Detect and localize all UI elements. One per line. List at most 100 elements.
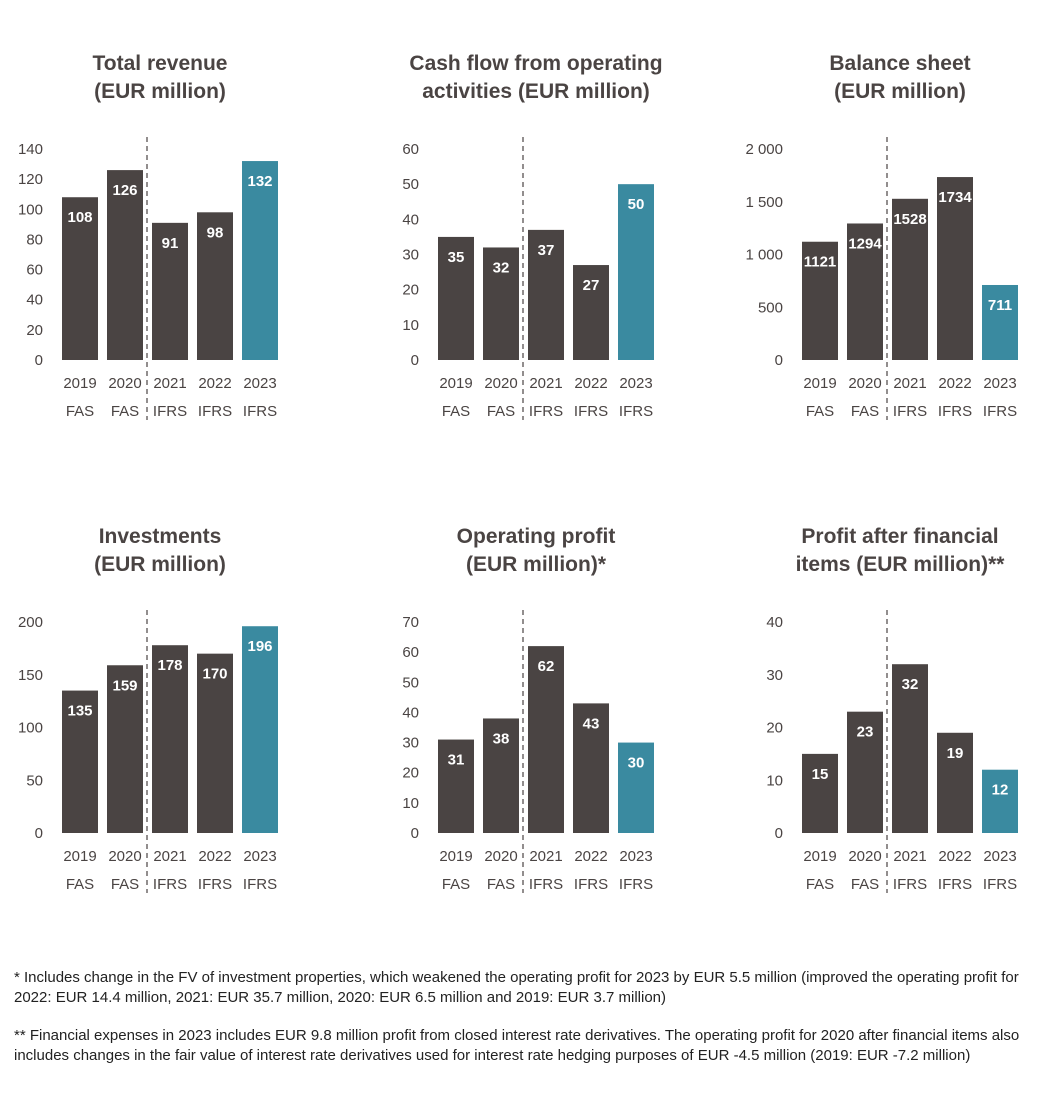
accounting-basis-label: IFRS bbox=[198, 403, 232, 420]
data-label: 1734 bbox=[938, 189, 972, 206]
data-label: 35 bbox=[448, 249, 465, 266]
data-label: 108 bbox=[67, 209, 92, 226]
accounting-basis-label: IFRS bbox=[893, 403, 927, 420]
bar-2020 bbox=[107, 170, 143, 360]
y-tick-label: 140 bbox=[18, 141, 43, 158]
accounting-basis-label: FAS bbox=[806, 403, 834, 420]
bar-2019 bbox=[802, 753, 838, 833]
accounting-basis-label: IFRS bbox=[619, 876, 653, 893]
x-tick-label: 2022 bbox=[198, 848, 231, 865]
data-label: 12 bbox=[992, 782, 1009, 799]
chart-4: Investments (EUR million) 0 50 100 150 200 135 2… bbox=[18, 525, 278, 893]
x-tick-label: 2023 bbox=[619, 375, 652, 392]
x-tick-label: 2021 bbox=[529, 848, 562, 865]
y-tick-label: 0 bbox=[775, 825, 783, 842]
accounting-basis-label: FAS bbox=[487, 876, 515, 893]
accounting-basis-label: FAS bbox=[806, 876, 834, 893]
x-tick-label: 2022 bbox=[938, 848, 971, 865]
y-tick-label: 50 bbox=[402, 674, 419, 691]
y-tick-label: 200 bbox=[18, 614, 43, 631]
bar-2020 bbox=[847, 711, 883, 833]
data-label: 32 bbox=[902, 676, 919, 693]
y-tick-label: 80 bbox=[26, 231, 43, 248]
bar-2023 bbox=[242, 161, 278, 360]
chart-title: items (EUR million)** bbox=[796, 553, 1006, 576]
data-label: 159 bbox=[112, 677, 137, 694]
chart-title: (EUR million) bbox=[94, 553, 226, 576]
accounting-basis-label: IFRS bbox=[529, 403, 563, 420]
bar-2019 bbox=[62, 197, 98, 360]
data-label: 37 bbox=[538, 242, 555, 259]
data-label: 135 bbox=[67, 703, 92, 720]
data-label: 23 bbox=[857, 724, 874, 741]
x-tick-label: 2019 bbox=[803, 848, 836, 865]
x-tick-label: 2020 bbox=[484, 848, 517, 865]
data-label: 178 bbox=[157, 657, 182, 674]
y-tick-label: 150 bbox=[18, 667, 43, 684]
bar-2020 bbox=[483, 718, 519, 833]
data-label: 1294 bbox=[848, 235, 882, 252]
x-tick-label: 2022 bbox=[198, 375, 231, 392]
x-tick-label: 2021 bbox=[893, 848, 926, 865]
x-tick-label: 2020 bbox=[484, 375, 517, 392]
x-tick-label: 2022 bbox=[574, 375, 607, 392]
chart-title: Profit after financial bbox=[801, 525, 998, 548]
x-tick-label: 2022 bbox=[574, 848, 607, 865]
bar-2019 bbox=[438, 739, 474, 833]
y-tick-label: 40 bbox=[26, 292, 43, 309]
x-tick-label: 2020 bbox=[108, 848, 141, 865]
bar-2023 bbox=[242, 626, 278, 833]
data-label: 27 bbox=[583, 277, 600, 294]
chart-title: (EUR million) bbox=[94, 80, 226, 103]
y-tick-label: 120 bbox=[18, 171, 43, 188]
accounting-basis-label: IFRS bbox=[983, 403, 1017, 420]
bar-2023 bbox=[982, 769, 1018, 833]
data-label: 1121 bbox=[804, 254, 837, 271]
x-tick-label: 2019 bbox=[439, 375, 472, 392]
bar-2021 bbox=[152, 645, 188, 833]
bar-2019 bbox=[438, 236, 474, 360]
y-tick-label: 40 bbox=[402, 211, 419, 228]
data-label: 1528 bbox=[893, 211, 926, 228]
accounting-basis-label: IFRS bbox=[243, 876, 277, 893]
footnote-operating-profit: * Includes change in the FV of investmen… bbox=[14, 969, 1019, 1006]
bar-2019 bbox=[62, 690, 98, 833]
x-tick-label: 2021 bbox=[893, 375, 926, 392]
y-tick-label: 10 bbox=[402, 795, 419, 812]
y-tick-label: 20 bbox=[402, 282, 419, 299]
x-tick-label: 2023 bbox=[243, 848, 276, 865]
y-tick-label: 2 000 bbox=[745, 141, 783, 158]
bar-2019 bbox=[802, 241, 838, 360]
bar-2022 bbox=[573, 265, 609, 360]
bar-2023 bbox=[618, 184, 654, 360]
bar-2023 bbox=[618, 742, 654, 833]
bar-2021 bbox=[892, 664, 928, 833]
accounting-basis-label: FAS bbox=[66, 876, 94, 893]
data-label: 132 bbox=[247, 173, 272, 190]
chart-title: Total revenue bbox=[93, 52, 228, 75]
x-tick-label: 2021 bbox=[529, 375, 562, 392]
x-tick-label: 2019 bbox=[63, 848, 96, 865]
y-tick-label: 60 bbox=[402, 644, 419, 661]
data-label: 38 bbox=[493, 730, 510, 747]
chart-1: Total revenue (EUR million) 0 20 40 60 80 100 12… bbox=[18, 52, 278, 420]
bar-2020 bbox=[107, 665, 143, 833]
data-label: 32 bbox=[493, 259, 510, 276]
y-tick-label: 60 bbox=[402, 141, 419, 158]
data-label: 711 bbox=[988, 297, 1012, 314]
accounting-basis-label: FAS bbox=[66, 403, 94, 420]
y-tick-label: 20 bbox=[402, 765, 419, 782]
accounting-basis-label: IFRS bbox=[243, 403, 277, 420]
x-tick-label: 2023 bbox=[983, 375, 1016, 392]
accounting-basis-label: FAS bbox=[442, 876, 470, 893]
y-tick-label: 100 bbox=[18, 201, 43, 218]
chart-title: Operating profit bbox=[457, 525, 616, 548]
accounting-basis-label: FAS bbox=[111, 403, 139, 420]
chart-3: Balance sheet (EUR million) 0 500 1 000 1 500… bbox=[745, 52, 1018, 420]
bar-2022 bbox=[573, 703, 609, 833]
y-tick-label: 500 bbox=[758, 299, 783, 316]
y-tick-label: 30 bbox=[402, 247, 419, 264]
x-tick-label: 2020 bbox=[108, 375, 141, 392]
data-label: 15 bbox=[812, 766, 829, 783]
bar-2022 bbox=[937, 177, 973, 360]
